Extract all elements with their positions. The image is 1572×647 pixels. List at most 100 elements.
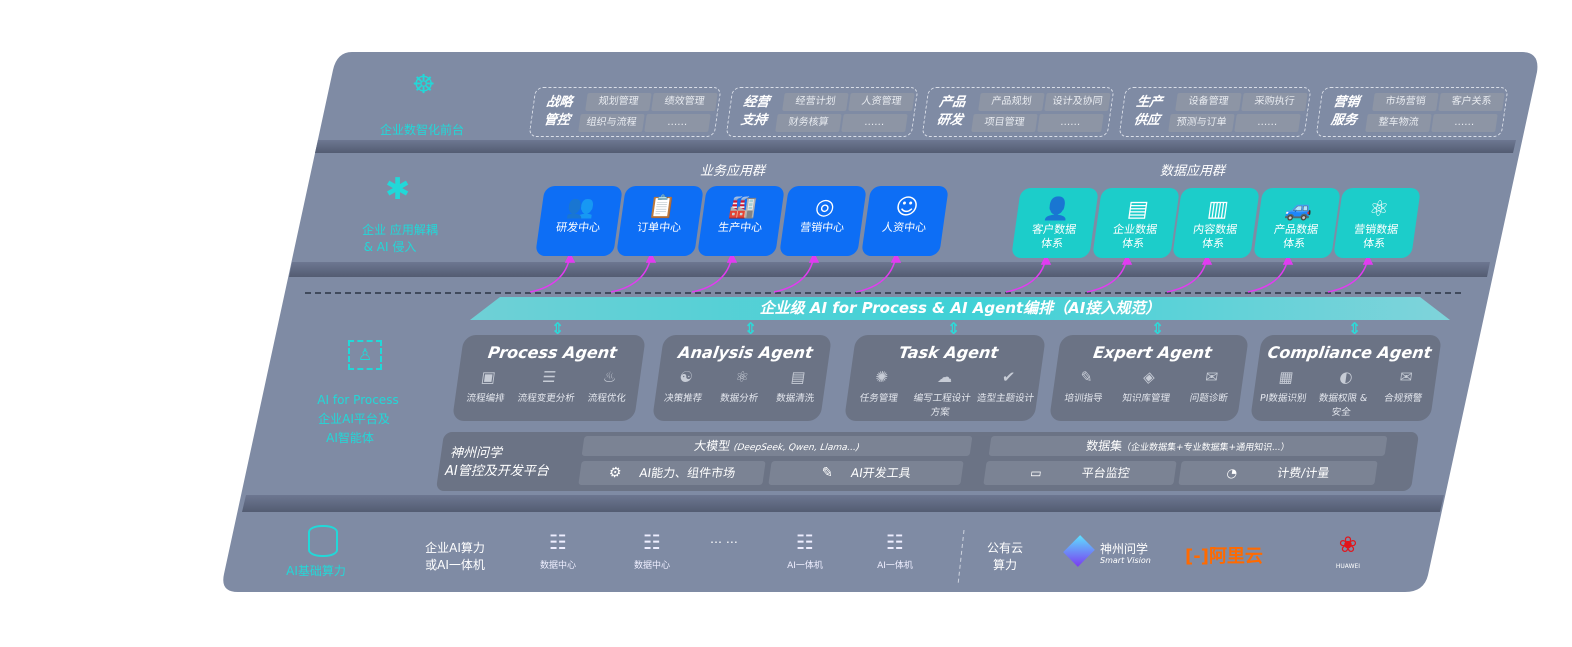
agent-title: Process Agent bbox=[486, 343, 619, 362]
group-title: 经营支持 bbox=[739, 95, 771, 128]
app-tile[interactable]: 🏭 生产中心 bbox=[697, 186, 785, 256]
capability-label: 编写工程设计方案 bbox=[912, 393, 972, 418]
agent-capability[interactable]: ✉ 问题诊断 bbox=[1177, 368, 1244, 404]
tile-label: 生产中心 bbox=[717, 221, 763, 234]
double-arrow-icon: ⇕ bbox=[551, 319, 565, 338]
module-chip[interactable]: 预测与订单 bbox=[1168, 114, 1235, 132]
agent-card[interactable]: Compliance Agent ▦ PI数据识别 ◐ 数据权限 & 安全 ✉ 合规预警 bbox=[1249, 335, 1443, 421]
module-group: 战略管控 规划管理 绩效管理 组织与流程…… bbox=[528, 87, 722, 137]
billing-bar[interactable]: ◔ 计费/计量 bbox=[1178, 461, 1378, 485]
agent-capability[interactable]: ♨ 流程优化 bbox=[576, 368, 641, 404]
agent-capability[interactable]: ☁ 编写工程设计方案 bbox=[908, 368, 978, 418]
module-chip[interactable]: …… bbox=[1431, 114, 1498, 132]
agent-capability[interactable]: ✎ 培训指导 bbox=[1052, 368, 1119, 404]
agent-capability[interactable]: ▤ 数据清洗 bbox=[767, 368, 827, 404]
agent-capability[interactable]: ▦ PI数据识别 bbox=[1251, 368, 1317, 418]
module-chip[interactable]: 经营计划 bbox=[782, 93, 849, 111]
layer-label-apps: 企业 应用解耦 bbox=[362, 223, 438, 237]
server-label: 数据中心 bbox=[539, 561, 576, 571]
server-label: 数据中心 bbox=[633, 561, 670, 571]
module-chip[interactable]: 采购执行 bbox=[1241, 93, 1308, 111]
market-bar[interactable]: ⚙ AI能力、组件市场 bbox=[578, 461, 766, 485]
module-chip[interactable]: 客户关系 bbox=[1438, 93, 1505, 111]
module-chip[interactable]: …… bbox=[841, 114, 908, 132]
agent-card[interactable]: Analysis Agent ☯ 决策推荐 ⚛ 数据分析 ▤ 数据清洗 bbox=[651, 335, 833, 421]
devtools-bar[interactable]: ✎ AI开发工具 bbox=[768, 461, 964, 485]
tile-label-2: 体系 bbox=[1121, 237, 1146, 250]
car-icon: 🚙 bbox=[1283, 197, 1315, 222]
agent-capability[interactable]: ✺ 任务管理 bbox=[845, 368, 915, 418]
module-chip[interactable]: …… bbox=[644, 114, 711, 132]
module-chip[interactable]: …… bbox=[1037, 114, 1104, 132]
dataset-bar[interactable]: 数据集（企业数据集+专业数据集+通用知识...） bbox=[988, 436, 1388, 456]
tile-label: 企业数据 bbox=[1112, 223, 1158, 236]
agent-capabilities: ▣ 流程编排 ☰ 流程变更分析 ♨ 流程优化 bbox=[454, 368, 641, 404]
agent-capabilities: ✎ 培训指导 ◈ 知识库管理 ✉ 问题诊断 bbox=[1051, 368, 1244, 404]
capability-icon: ▦ bbox=[1277, 368, 1295, 386]
target-icon: ◎ bbox=[813, 195, 837, 220]
agent-capability[interactable]: ⚛ 数据分析 bbox=[711, 368, 771, 404]
agent-card[interactable]: Process Agent ▣ 流程编排 ☰ 流程变更分析 ♨ 流程优化 bbox=[451, 335, 647, 421]
arrow-head bbox=[1362, 254, 1374, 265]
module-chip[interactable]: 绩效管理 bbox=[651, 93, 718, 111]
tile-label-2: 体系 bbox=[1362, 237, 1387, 250]
huawei-label: HUAWEI bbox=[1335, 563, 1361, 570]
agent-title: Compliance Agent bbox=[1266, 343, 1433, 362]
agent-capability[interactable]: ◐ 数据权限 & 安全 bbox=[1311, 368, 1377, 418]
app-tile[interactable]: ☺ 人资中心 bbox=[861, 186, 949, 256]
tile-label: 客户数据 bbox=[1031, 223, 1077, 236]
capability-icon: ◐ bbox=[1338, 368, 1354, 386]
agent-capability[interactable]: ◈ 知识库管理 bbox=[1114, 368, 1181, 404]
agent-capability[interactable]: ☯ 决策推荐 bbox=[655, 368, 715, 404]
server-icon: ☷ bbox=[796, 530, 814, 554]
capability-icon: ✉ bbox=[1204, 368, 1220, 386]
layer-label-ai: AI for Process bbox=[317, 393, 399, 407]
model-bar[interactable]: 大模型 (DeepSeek, Qwen, Llama...) bbox=[581, 436, 973, 456]
devtools-icon: ✎ bbox=[820, 465, 835, 481]
double-arrow-icon: ⇕ bbox=[947, 319, 961, 338]
app-tile[interactable]: ◎ 营销中心 bbox=[779, 186, 867, 256]
layer-label-apps-2: & AI 侵入 bbox=[363, 240, 417, 254]
app-tile[interactable]: 🚙 产品数据 体系 bbox=[1253, 188, 1341, 258]
module-chip[interactable]: 设备管理 bbox=[1175, 93, 1242, 111]
module-chip[interactable]: 财务核算 bbox=[775, 114, 842, 132]
agent-capabilities: ✺ 任务管理 ☁ 编写工程设计方案 ✔ 造型主题设计 bbox=[844, 368, 1041, 418]
agent-capability[interactable]: ▣ 流程编排 bbox=[455, 368, 520, 404]
agent-card[interactable]: Task Agent ✺ 任务管理 ☁ 编写工程设计方案 ✔ 造型主题设计 bbox=[843, 335, 1047, 421]
app-tile[interactable]: 👥 研发中心 bbox=[535, 186, 623, 256]
module-chip[interactable]: 设计及协同 bbox=[1044, 93, 1111, 111]
app-tile[interactable]: 📋 订单中心 bbox=[616, 186, 704, 256]
app-tile[interactable]: 👤 客户数据 体系 bbox=[1011, 188, 1099, 258]
factory-icon: 🏭 bbox=[727, 195, 759, 220]
module-chip[interactable]: 市场营销 bbox=[1372, 93, 1439, 111]
app-tile[interactable]: ▥ 内容数据 体系 bbox=[1172, 188, 1260, 258]
capability-label: 知识库管理 bbox=[1121, 393, 1171, 404]
module-chip[interactable]: 人资管理 bbox=[848, 93, 915, 111]
agent-capability[interactable]: ✉ 合规预警 bbox=[1371, 368, 1437, 418]
capability-icon: ◈ bbox=[1142, 368, 1157, 386]
module-chip[interactable]: 组织与流程 bbox=[578, 114, 645, 132]
double-arrow-icon: ⇕ bbox=[1151, 319, 1165, 338]
model-label: 大模型 bbox=[693, 439, 732, 453]
monitor-bar[interactable]: ▭ 平台监控 bbox=[983, 461, 1177, 485]
server-label: AI一体机 bbox=[877, 561, 913, 571]
huawei-logo-icon: ❀ bbox=[1338, 533, 1358, 558]
arrow-head bbox=[1121, 254, 1133, 265]
banner-text: 企业级 AI for Process & AI Agent编排（AI接入规范） bbox=[759, 299, 1161, 317]
module-chip[interactable]: 规划管理 bbox=[585, 93, 652, 111]
module-chip[interactable]: …… bbox=[1234, 114, 1301, 132]
agent-capability[interactable]: ☰ 流程变更分析 bbox=[515, 368, 580, 404]
module-group: 营销服务 市场营销 客户关系 整车物流…… bbox=[1315, 87, 1509, 137]
app-tile[interactable]: ⚛ 营销数据 体系 bbox=[1333, 188, 1421, 258]
user-icon: 👤 bbox=[1041, 197, 1073, 222]
agent-card[interactable]: Expert Agent ✎ 培训指导 ◈ 知识库管理 ✉ 问题诊断 bbox=[1048, 335, 1250, 421]
tile-label: 产品数据 bbox=[1273, 223, 1319, 236]
module-chip[interactable]: 产品规划 bbox=[978, 93, 1045, 111]
module-chip[interactable]: 项目管理 bbox=[971, 114, 1038, 132]
tile-label: 营销中心 bbox=[799, 221, 845, 234]
app-tile[interactable]: ▤ 企业数据 体系 bbox=[1092, 188, 1180, 258]
module-chip[interactable]: 整车物流 bbox=[1365, 114, 1432, 132]
tile-label: 营销数据 bbox=[1353, 223, 1399, 236]
agent-capability[interactable]: ✔ 造型主题设计 bbox=[971, 368, 1041, 418]
capability-label: 流程编排 bbox=[465, 393, 506, 404]
